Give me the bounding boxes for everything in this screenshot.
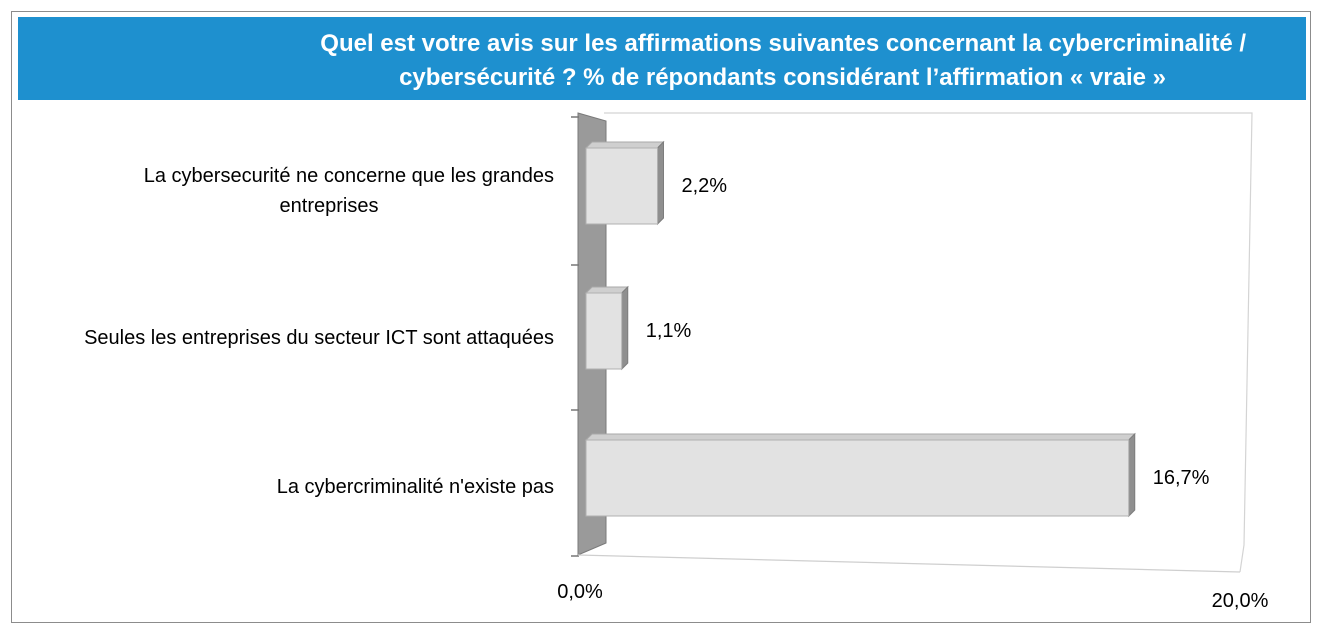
category-label: Seules les entreprises du secteur ICT so… <box>84 327 554 349</box>
bar <box>585 292 623 370</box>
x-tick-label: 0,0% <box>557 581 603 603</box>
bar-top-face <box>584 433 1136 441</box>
data-label: 16,7% <box>1153 467 1210 489</box>
bar <box>585 439 1130 517</box>
category-label: La cybercriminalité n'existe pas <box>277 476 554 498</box>
bar <box>585 147 658 225</box>
bar-top-face <box>584 141 665 149</box>
bar-side-face <box>1128 432 1136 518</box>
bar-side-face <box>657 140 664 226</box>
category-label: entreprises <box>280 195 379 217</box>
chart-title-line-1: Quel est votre avis sur les affirmations… <box>320 30 1246 57</box>
x-tick-label: 20,0% <box>1212 590 1269 612</box>
x-axis-floor-line <box>577 554 1241 573</box>
category-label: La cybersecurité ne concerne que les gra… <box>144 165 554 187</box>
back-wall-outline <box>604 112 1253 573</box>
data-label: 1,1% <box>646 320 692 342</box>
data-label: 2,2% <box>682 175 728 197</box>
bar-top-face <box>584 286 629 294</box>
chart-title-bar: Quel est votre avis sur les affirmations… <box>18 17 1306 100</box>
chart-title-line-2: cybersécurité ? % de répondants considér… <box>399 64 1166 91</box>
bar-side-face <box>621 285 629 371</box>
